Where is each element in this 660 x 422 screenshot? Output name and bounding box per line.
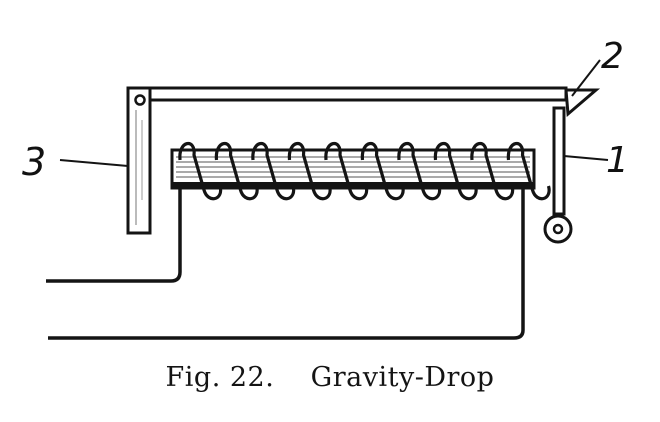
- lead-wires: [46, 188, 525, 340]
- coil-windings: [178, 142, 551, 201]
- coil-turn: [251, 142, 296, 201]
- coil-turn: [287, 142, 332, 201]
- figure-number: Fig. 22.: [165, 362, 275, 393]
- latch-catch: [564, 88, 601, 118]
- lead-wire-upper: [46, 188, 182, 283]
- coil-turn: [506, 142, 551, 201]
- lead-wire-lower: [48, 188, 525, 340]
- label-two: 2: [601, 36, 624, 77]
- leader-lines: [59, 59, 609, 167]
- coil-turn: [214, 142, 259, 201]
- pivot-circle: [134, 94, 146, 106]
- lever-arm: [126, 86, 568, 102]
- label-three: 3: [22, 140, 46, 184]
- coil-turn: [433, 142, 478, 201]
- label-one: 1: [606, 140, 629, 181]
- coil-turn: [178, 142, 223, 201]
- drop-rod: [543, 106, 573, 244]
- coil-turn: [360, 142, 405, 201]
- coil-turn: [324, 142, 369, 201]
- coil-turn: [397, 142, 442, 201]
- figure-caption: Fig. 22. Gravity-Drop: [0, 362, 660, 393]
- magnet-core: [170, 148, 536, 190]
- coil-turn: [470, 142, 515, 201]
- armature-plate: [126, 86, 152, 235]
- figure-title: Gravity-Drop: [310, 362, 495, 393]
